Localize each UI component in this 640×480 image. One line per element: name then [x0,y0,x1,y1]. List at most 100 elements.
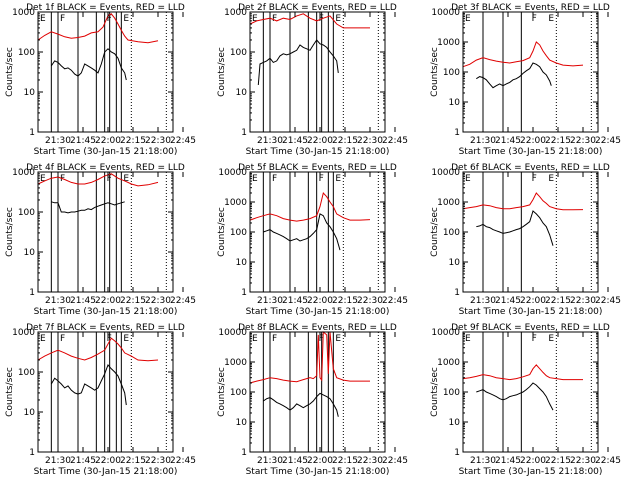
x-tick-label: 21:45 [495,456,521,466]
x-tick-label: 21:30 [45,296,71,306]
y-tick-label: 10 [24,408,36,418]
x-tick-label: 22:45 [382,456,408,466]
x-tick-label: 22:15 [332,456,358,466]
x-tick-label: 22:00 [95,456,121,466]
plot-frame [37,331,174,453]
series-line-red [249,13,370,29]
series-line-black [257,39,339,86]
plot-frame [37,11,174,133]
flag-label: F [272,14,277,24]
flag-label: E [123,14,129,24]
x-tick-label: 21:45 [495,136,521,146]
y-axis-label: Counts/sec [5,47,15,97]
x-tick-label: 22:30 [145,136,171,146]
y-tick-label: 1 [29,128,35,138]
x-tick-label: 22:15 [545,136,571,146]
x-tick-label: 22:30 [570,456,596,466]
flag-label: F [319,334,324,344]
series-line-red [249,191,371,222]
y-axis-label: Counts/sec [430,207,440,257]
y-tick-label: 100 [230,228,247,238]
y-tick-label: 10 [24,248,36,258]
flag-label: F [532,174,537,184]
flag-label: F [319,174,324,184]
series-line-black [476,382,554,411]
series-line-red [462,41,584,68]
x-tick-label: 21:45 [70,136,96,146]
x-tick-label: 22:30 [145,296,171,306]
x-tick-label: 22:45 [170,136,196,146]
series-line-red [249,330,370,384]
flag-label: E [40,334,46,344]
x-tick-label: 22:30 [145,456,171,466]
panel-title: Det 3f BLACK = Events, RED = LLD [451,3,610,13]
y-tick-label: 1 [241,128,247,138]
series-line-black [263,213,341,251]
x-axis-label: Start Time (30-Jan-15 21:18:00) [34,147,178,157]
x-axis-label: Start Time (30-Jan-15 21:18:00) [459,147,603,157]
flag-label: E [465,334,471,344]
flag-label: E [40,174,46,184]
x-axis-label: Start Time (30-Jan-15 21:18:00) [34,307,178,317]
y-tick-label: 10000 [431,8,460,18]
x-tick-label: 21:30 [257,456,283,466]
flag-label: F [60,334,65,344]
x-tick-label: 22:15 [545,296,571,306]
x-tick-label: 22:30 [357,296,383,306]
x-tick-label: 21:30 [470,296,496,306]
y-tick-label: 1000 [224,8,247,18]
x-tick-label: 22:15 [332,136,358,146]
y-tick-label: 10 [236,418,248,428]
x-tick-label: 22:45 [595,136,621,146]
x-tick-label: 22:45 [170,296,196,306]
panel-title: Det 4f BLACK = Events, RED = LLD [26,163,185,173]
y-axis-label: Counts/sec [5,207,15,257]
x-tick-label: 22:45 [595,296,621,306]
y-tick-label: 100 [230,388,247,398]
flag-label: F [107,334,112,344]
flag-label: E [465,174,471,184]
y-tick-label: 100 [230,48,247,58]
y-axis-label: Counts/sec [430,47,440,97]
y-tick-label: 10000 [218,168,247,178]
y-tick-label: 100 [18,48,35,58]
y-tick-label: 10 [236,88,248,98]
y-tick-label: 1 [29,288,35,298]
y-tick-label: 10000 [218,328,247,338]
series-line-black [51,201,125,214]
x-tick-label: 21:30 [45,136,71,146]
panel-title: Det 8f BLACK = Events, RED = LLD [238,323,397,333]
x-axis-label: Start Time (30-Jan-15 21:18:00) [246,307,390,317]
flag-label: E [548,14,554,24]
x-tick-label: 21:45 [495,296,521,306]
x-axis-label: Start Time (30-Jan-15 21:18:00) [246,147,390,157]
series-line-red [462,192,584,211]
panel-title: Det 5f BLACK = Events, RED = LLD [238,163,397,173]
y-tick-label: 1 [241,288,247,298]
series-line-red [37,173,159,187]
x-tick-label: 22:30 [357,456,383,466]
x-tick-label: 22:00 [307,456,333,466]
x-tick-label: 21:30 [257,136,283,146]
panel-title: Det 7f BLACK = Events, RED = LLD [26,323,185,333]
flag-label: E [548,174,554,184]
y-axis-label: Counts/sec [217,207,227,257]
x-tick-label: 22:45 [595,456,621,466]
x-tick-label: 22:00 [95,136,121,146]
x-tick-label: 21:30 [470,456,496,466]
y-tick-label: 10 [236,258,248,268]
x-tick-label: 22:15 [120,296,146,306]
y-axis-label: Counts/sec [217,47,227,97]
x-tick-label: 22:15 [332,296,358,306]
y-tick-label: 1000 [12,168,35,178]
flag-label: F [60,14,65,24]
series-line-black [50,364,127,406]
x-tick-label: 21:45 [282,136,308,146]
y-tick-label: 1 [454,128,460,138]
